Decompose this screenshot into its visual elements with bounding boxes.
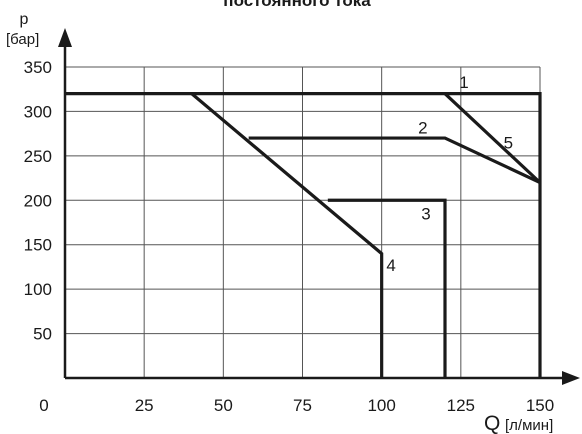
axes: [58, 28, 580, 385]
curve-label-3: 3: [421, 205, 430, 224]
curve-5: [443, 92, 542, 184]
y-tick-label: 200: [24, 191, 52, 210]
curve-labels: 1 2 3 4 5: [386, 73, 513, 275]
x-tick-label: 125: [447, 396, 475, 415]
x-tick-label: 100: [367, 396, 395, 415]
curve-3: [327, 198, 447, 378]
y-axis-arrow: [58, 28, 72, 47]
x-tick-label: 50: [214, 396, 233, 415]
curve-label-4: 4: [386, 256, 395, 275]
curve-1: [65, 92, 542, 378]
y-tick-label: 350: [24, 58, 52, 77]
x-tick-label: 75: [293, 396, 312, 415]
curve-label-5: 5: [504, 134, 513, 153]
x-axis-unit: [л/мин]: [505, 417, 553, 434]
y-tick-label: 150: [24, 236, 52, 255]
y-axis-label: p: [20, 11, 29, 28]
curve-4: [190, 92, 384, 378]
curve-label-1: 1: [459, 73, 468, 92]
y-tick-label: 250: [24, 147, 52, 166]
chart-title: постоянного тока: [223, 0, 371, 10]
curve-2: [248, 136, 541, 184]
y-tick-label: 50: [33, 325, 52, 344]
y-tick-label: 300: [24, 102, 52, 121]
curve-label-2: 2: [418, 118, 427, 137]
x-tick-label: 25: [135, 396, 154, 415]
curves: [65, 92, 542, 378]
x-tick-label: 150: [526, 396, 554, 415]
x-tick-label: 0: [39, 396, 48, 415]
grid: [65, 66, 541, 378]
y-axis-unit: [бар]: [6, 31, 39, 48]
y-tick-label: 100: [24, 280, 52, 299]
x-axis-arrow: [562, 371, 580, 385]
x-axis-label: Q: [484, 412, 500, 434]
